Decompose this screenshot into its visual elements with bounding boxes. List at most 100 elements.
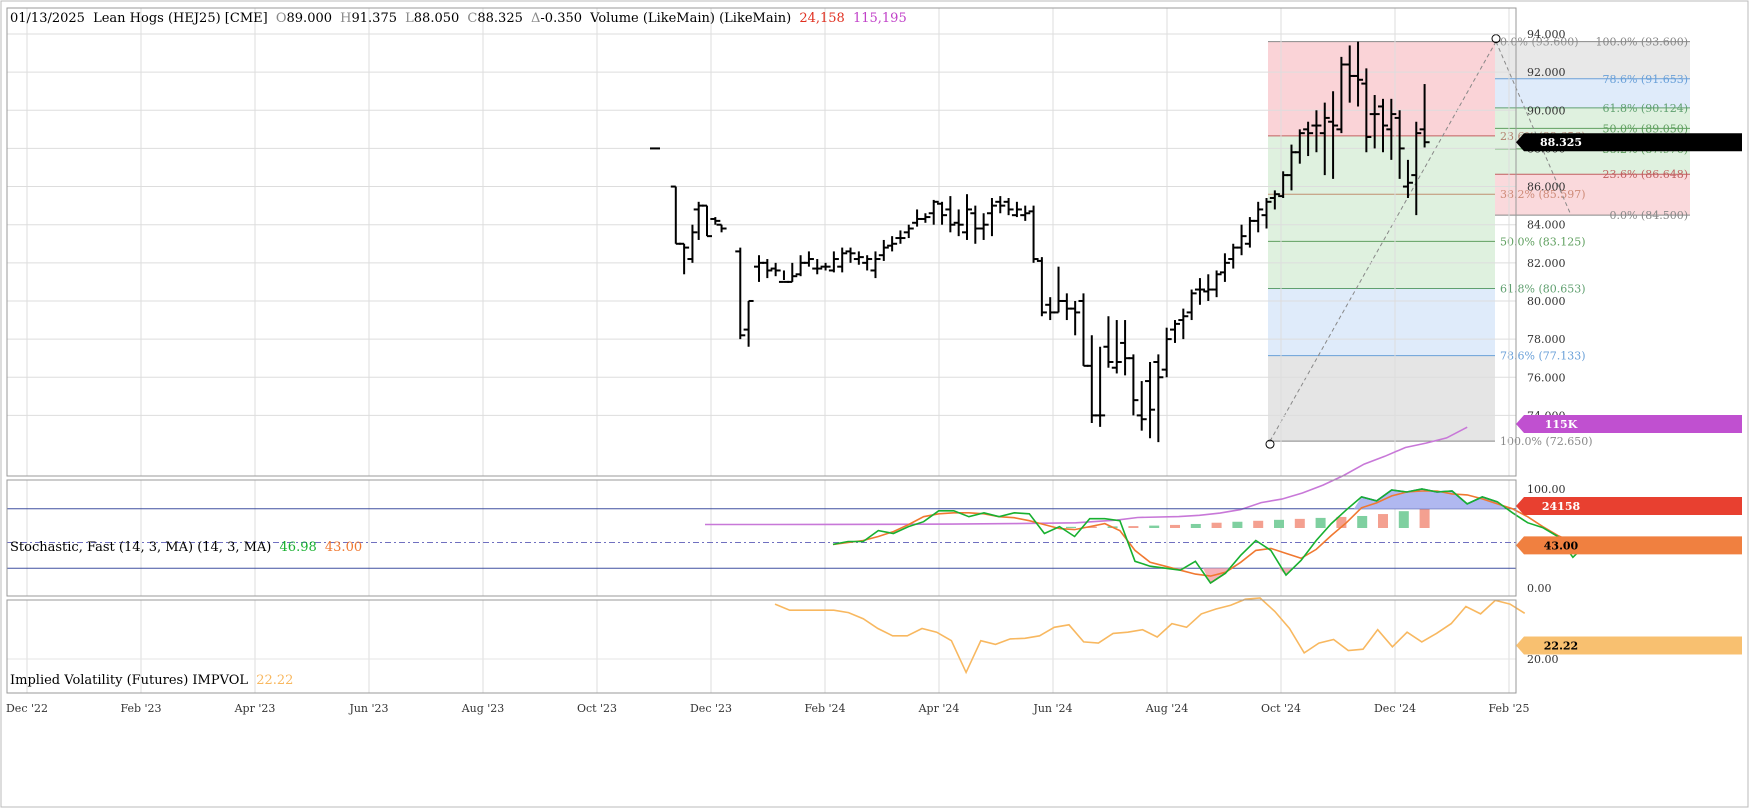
price-bar: [1261, 198, 1272, 229]
price-bar: [1161, 327, 1172, 378]
y-tick-label: 84.000: [1527, 219, 1566, 232]
x-tick-label: Jun '23: [348, 702, 388, 715]
price-bar: [1319, 102, 1330, 176]
fibonacci-layer: 0.0% (93.600)23.6% (88.656)38.2% (85.597…: [1265, 34, 1690, 449]
swing-low-marker: [1265, 439, 1275, 449]
volume-bar: [1211, 522, 1222, 528]
x-tick-label: Feb '23: [120, 702, 161, 715]
iv-badge-text: 22.22: [1544, 639, 1578, 652]
fib-level-label: 50.0% (83.125): [1500, 235, 1586, 248]
iv-badge: 22.22: [1516, 636, 1742, 655]
price-bar: [812, 259, 823, 275]
x-tick-label: Feb '24: [804, 702, 845, 715]
x-tick-label: Oct '23: [577, 702, 617, 715]
y-tick-label: 94.000: [1527, 28, 1566, 41]
panel-frame-0: [6, 7, 1517, 477]
price-bar: [870, 251, 881, 279]
price-bar: [845, 247, 856, 263]
price-bar: [928, 199, 939, 225]
price-bar: [1402, 159, 1413, 199]
price-bar: [1411, 121, 1422, 216]
price-bar: [953, 209, 964, 237]
iv-header: Implied Volatility (Futures) IMPVOL 22.2…: [10, 673, 293, 688]
fib-right-level-label: 100.0% (93.600): [1595, 36, 1688, 49]
x-tick-label: Oct '24: [1261, 702, 1301, 715]
price-bar: [887, 236, 898, 252]
volume-layer: [1066, 504, 1430, 528]
price-bar: [1394, 110, 1405, 179]
implied-volatility-layer: [774, 597, 1526, 675]
stochastic-badge-text: 43.00: [1544, 539, 1579, 552]
price-bar: [803, 251, 814, 267]
price-bar: [1103, 316, 1114, 368]
price-bar: [903, 224, 914, 239]
price-bar: [762, 259, 773, 279]
price-bar: [1186, 289, 1197, 321]
price-bar: [1036, 257, 1047, 317]
x-tick-label: Dec '24: [1374, 702, 1416, 715]
price-bars-layer: [650, 41, 1430, 443]
price-bar: [937, 201, 948, 225]
volume-bar: [1294, 518, 1305, 528]
fib-right-level-label: 0.0% (84.500): [1609, 209, 1688, 222]
price-bar: [1178, 308, 1189, 340]
price-bar: [1194, 278, 1205, 305]
iv-y-tick-label: 20.00: [1527, 653, 1559, 666]
volume-badge: 24158: [1516, 497, 1742, 515]
panel-frame-1: [6, 479, 1517, 597]
price-bar: [962, 194, 972, 240]
price-bar: [1219, 253, 1230, 282]
y-tick-label: 82.000: [1527, 257, 1566, 270]
open-interest-badge: 115K: [1516, 415, 1742, 433]
stochastic-d-line: [832, 490, 1604, 577]
open-interest-layer: [705, 426, 1468, 526]
volume-bar: [1378, 514, 1388, 528]
x-tick-label: Aug '24: [1145, 702, 1189, 715]
price-badge: 88.325: [1516, 133, 1742, 152]
x-tick-label: Feb '25: [1488, 702, 1529, 715]
volume-bar: [1190, 523, 1201, 528]
y-tick-label: 78.000: [1527, 333, 1566, 346]
price-bar: [1211, 270, 1222, 298]
price-bar: [1070, 300, 1081, 336]
price-bar: [1170, 320, 1180, 343]
volume-bar: [1232, 521, 1243, 528]
volume-bar: [1336, 516, 1347, 528]
fib-right-level-label: 50.0% (89.050): [1602, 122, 1688, 135]
price-bar: [1369, 95, 1380, 149]
fib-right-level-label: 61.8% (90.124): [1602, 102, 1688, 115]
y-tick-label: 90.000: [1527, 104, 1566, 117]
fib-right-level-label: 23.6% (86.648): [1602, 168, 1688, 181]
stochastic-header: Stochastic, Fast (14, 3, MA) (14, 3, MA)…: [10, 540, 362, 555]
volume-bar: [1086, 526, 1097, 528]
price-bar: [716, 223, 727, 233]
fib-zone: [1268, 41, 1495, 136]
fib-level-label: 78.6% (77.133): [1500, 350, 1586, 363]
stochastic-badge: 43.00: [1516, 536, 1742, 555]
implied-volatility-line: [774, 597, 1526, 675]
volume-bar: [1170, 524, 1180, 528]
price-bar: [1386, 98, 1397, 160]
fib-zone: [1268, 135, 1495, 289]
stochastic-layer: [7, 488, 1604, 585]
price-bar: [837, 247, 848, 273]
y-tick-label: 76.000: [1527, 371, 1566, 384]
price-bar: [702, 204, 712, 238]
y-tick-label: 80.000: [1527, 295, 1566, 308]
stoch-y-tick-label: 0.00: [1527, 582, 1552, 595]
x-tick-label: Aug '23: [461, 702, 505, 715]
price-bar: [770, 262, 781, 277]
volume-bar: [1419, 504, 1430, 528]
x-tick-label: Apr '24: [918, 702, 960, 715]
x-tick-label: Apr '23: [234, 702, 276, 715]
volume-bar: [1357, 515, 1368, 528]
volume-bar: [1128, 526, 1139, 528]
price-bar: [1128, 354, 1139, 416]
open-interest-badge-shape: [1516, 415, 1742, 433]
price-bar: [1153, 354, 1164, 443]
price-bar: [1111, 320, 1122, 374]
price-bar: [1419, 84, 1430, 148]
fib-zone-right: [1495, 78, 1690, 108]
fib-zone-right: [1495, 41, 1690, 79]
swing-high-marker: [1491, 34, 1501, 44]
